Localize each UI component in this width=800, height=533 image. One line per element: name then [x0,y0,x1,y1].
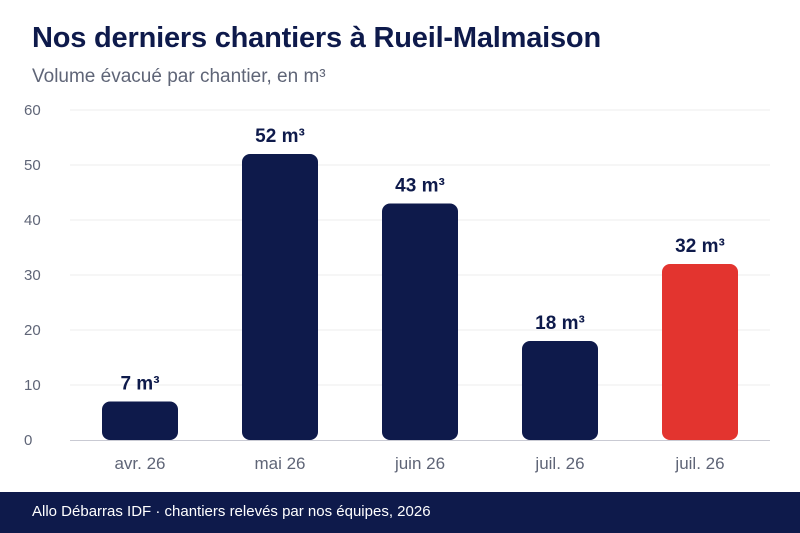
bar-value-label: 43 m³ [395,176,445,197]
bar [522,341,598,440]
y-tick-label: 50 [24,157,41,174]
x-tick-label: avr. 26 [114,454,165,473]
bar-value-label: 32 m³ [675,236,725,257]
footer-bar: Allo Débarras IDF · chantiers relevés pa… [0,492,800,533]
y-tick-label: 10 [24,377,41,394]
value-labels: 7 m³ 52 m³ 43 m³ 18 m³ 32 m³ [120,126,724,395]
y-tick-label: 20 [24,322,41,339]
bar [102,401,178,440]
y-tick-label: 0 [24,432,32,449]
x-tick-label: juil. 26 [674,454,724,473]
bars [102,154,738,440]
x-tick-label: mai 26 [254,454,305,473]
bar [382,203,458,440]
x-axis-ticks: avr. 26 mai 26 juin 26 juil. 26 juil. 26 [114,454,724,473]
chart-subtitle: Volume évacué par chantier, en m³ [32,66,326,87]
bar-value-label: 7 m³ [120,374,159,395]
bar-chart: 0 10 20 30 40 50 60 7 m³ 52 m³ 43 m³ 18 m³ 32 m³ a… [24,102,770,473]
bar-value-label: 52 m³ [255,126,305,147]
bar-value-label: 18 m³ [535,313,585,334]
x-tick-label: juin 26 [394,454,445,473]
bar [242,154,318,440]
chart-title: Nos derniers chantiers à Rueil-Malmaison [32,22,601,54]
y-tick-label: 60 [24,102,41,119]
x-tick-label: juil. 26 [534,454,584,473]
y-tick-label: 40 [24,212,41,229]
y-tick-label: 30 [24,267,41,284]
footer-source-text: Allo Débarras IDF · chantiers relevés pa… [32,503,431,520]
bar [662,264,738,440]
y-axis-ticks: 0 10 20 30 40 50 60 [24,102,41,449]
